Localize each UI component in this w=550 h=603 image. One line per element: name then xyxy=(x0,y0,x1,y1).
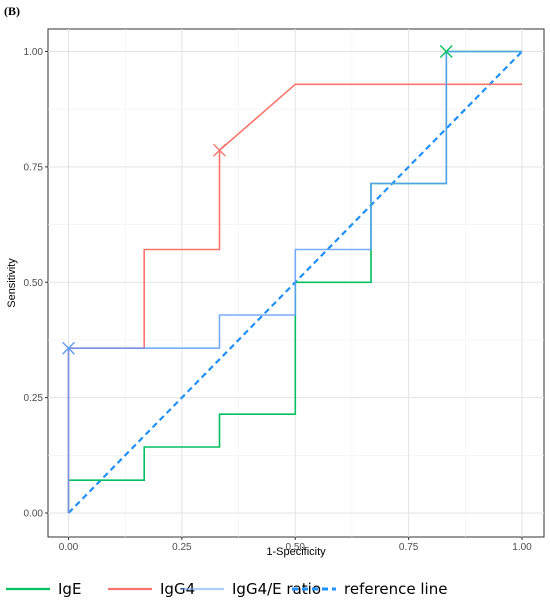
legend-item: IgE xyxy=(6,580,81,598)
grid-minor xyxy=(48,29,544,537)
y-axis-ticks: 0.00 0.25 0.50 0.75 1.00 xyxy=(24,47,48,520)
y-tick-label: 0.50 xyxy=(24,278,44,289)
y-tick-label: 0.00 xyxy=(24,509,44,520)
legend: IgE IgG4 IgG4/E ratio reference line xyxy=(6,580,447,598)
x-tick-label: 1.00 xyxy=(512,542,532,553)
optimal-cutoff-marker xyxy=(439,45,453,58)
x-tick-label: 0.50 xyxy=(286,542,306,553)
legend-label: reference line xyxy=(344,580,447,598)
optimal-cutoff-marker xyxy=(213,143,227,157)
legend-label: IgG4 xyxy=(160,580,195,598)
legend-item: IgG4 xyxy=(108,580,195,598)
x-tick-label: 0.75 xyxy=(399,542,419,553)
y-tick-label: 0.75 xyxy=(24,162,44,173)
series-line-igg4-e-ratio xyxy=(67,50,522,513)
x-tick-label: 0.00 xyxy=(59,542,79,553)
x-tick-label: 0.25 xyxy=(172,542,192,553)
legend-item: IgG4/E ratio xyxy=(180,580,321,598)
x-axis-title: 1-Specificity xyxy=(266,546,326,558)
series-layer xyxy=(67,50,523,514)
y-tick-label: 0.25 xyxy=(24,393,44,404)
marker-layer xyxy=(62,45,453,355)
legend-label: IgE xyxy=(58,580,81,598)
legend-label: IgG4/E ratio xyxy=(232,580,321,598)
y-axis-title: Sensitivity xyxy=(6,258,18,308)
optimal-cutoff-marker xyxy=(62,341,75,355)
x-axis-ticks: 0.00 0.25 0.50 0.75 1.00 xyxy=(59,537,532,553)
panel-label: (B) xyxy=(4,4,20,18)
legend-item: reference line xyxy=(292,580,447,598)
y-tick-label: 1.00 xyxy=(24,47,44,58)
